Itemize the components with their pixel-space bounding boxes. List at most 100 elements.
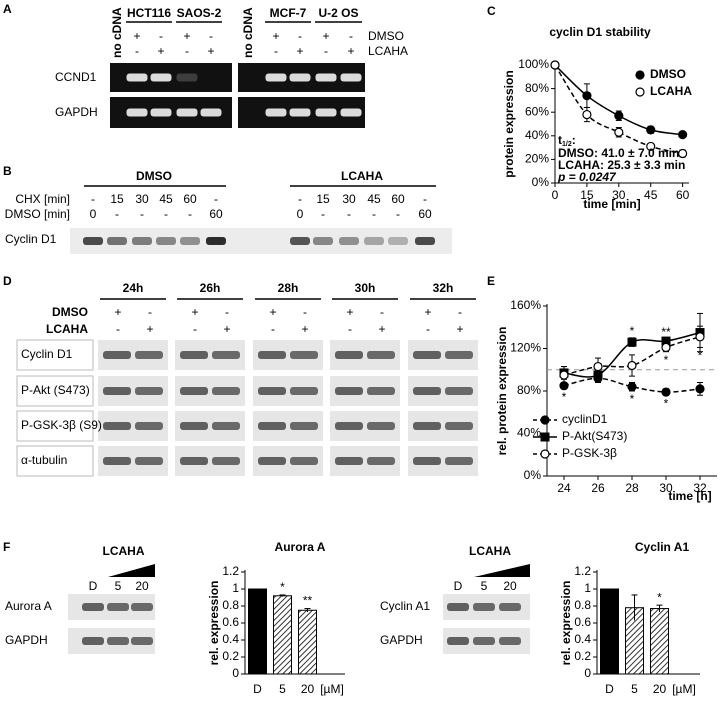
treatment-sign: +: [347, 44, 354, 58]
band: [107, 637, 129, 645]
condition-label: 0: [297, 207, 304, 221]
y-tick-label: 0.8: [574, 598, 591, 612]
x-tick-label: 30: [659, 481, 673, 495]
y-tick-label: 80%: [525, 81, 549, 95]
x-tick-label: 28: [625, 481, 639, 495]
treatment-sign: -: [298, 29, 302, 43]
marker: [614, 111, 624, 121]
row-label: P-Akt (S473): [21, 383, 90, 397]
x-tick-label: D: [253, 682, 262, 696]
band: [315, 73, 337, 82]
condition-label: 45: [159, 192, 173, 206]
condition-label: 0: [90, 207, 97, 221]
band: [212, 422, 240, 430]
marker: [582, 109, 592, 120]
y-tick-label: 0: [584, 666, 591, 680]
y-tick-label: 160%: [510, 298, 541, 312]
significance-label: *: [280, 580, 285, 594]
band: [340, 73, 362, 82]
band: [413, 422, 441, 430]
timepoint-label: 32h: [433, 281, 454, 295]
y-tick-label: 0.4: [574, 632, 591, 646]
band: [339, 237, 359, 245]
treatment-sign: +: [296, 44, 303, 58]
band: [473, 603, 495, 611]
y-tick-label: 1.2: [222, 564, 239, 578]
lane-label: 5: [481, 579, 488, 593]
x-tick-label: 0: [552, 188, 559, 202]
band: [176, 73, 198, 82]
band: [126, 73, 148, 82]
y-tick-label: 1.2: [574, 564, 591, 578]
treatment-sign: -: [116, 322, 120, 336]
treatment-sign: +: [301, 322, 308, 336]
panel-label: E: [487, 274, 495, 288]
treatment-sign: -: [324, 44, 328, 58]
lane-label: 5: [115, 579, 122, 593]
legend-marker: [540, 449, 550, 459]
condition-label: -: [140, 207, 144, 221]
band: [135, 387, 163, 395]
condition-label: 30: [135, 192, 149, 206]
condition-label: -: [396, 207, 400, 221]
y-tick-label: 120%: [510, 341, 541, 355]
treatment-sign: +: [191, 305, 198, 319]
x-tick-label: 15: [580, 188, 594, 202]
legend-label: P-GSK-3β: [562, 446, 617, 460]
x-tick-label: 20: [301, 682, 315, 696]
marker: [678, 130, 688, 140]
marker: [582, 91, 592, 101]
x-tick-label: 24: [557, 481, 571, 495]
series-line: [563, 377, 701, 393]
treatment-sign: +: [378, 322, 385, 336]
series-line: [554, 64, 683, 155]
marker: [593, 361, 603, 372]
marker: [614, 127, 624, 137]
x-tick-label: 45: [644, 188, 658, 202]
treatment-sign: +: [456, 322, 463, 336]
band: [180, 351, 208, 359]
x-tick-label: D: [605, 682, 614, 696]
band: [176, 108, 198, 117]
y-tick-label: 1: [232, 581, 239, 595]
treatment-sign: -: [159, 29, 163, 43]
band: [340, 108, 362, 117]
band: [212, 387, 240, 395]
band: [156, 237, 176, 245]
y-tick-label: 0.6: [222, 615, 239, 629]
band: [180, 422, 208, 430]
y-tick-label: 40%: [517, 426, 541, 440]
band: [82, 603, 104, 611]
band: [135, 457, 163, 465]
marker: [695, 384, 705, 394]
band: [126, 108, 148, 117]
legend-marker: [540, 432, 550, 442]
band: [212, 351, 240, 359]
y-tick-label: 0.4: [222, 632, 239, 646]
row-label: GAPDH: [5, 633, 48, 647]
treatment-label: LCAHA: [368, 44, 408, 58]
band: [289, 108, 311, 117]
band: [103, 387, 131, 395]
timepoint-label: 30h: [355, 281, 376, 295]
x-tick-label: 30: [612, 188, 626, 202]
condition-label: 15: [316, 192, 330, 206]
bar: [273, 595, 292, 675]
band: [499, 637, 521, 645]
row-label: GAPDH: [380, 633, 423, 647]
y-tick-label: 0%: [524, 468, 542, 482]
marker: [550, 60, 560, 70]
band: [367, 351, 395, 359]
y-tick-label: 0: [232, 666, 239, 680]
y-tick-label: 60%: [525, 104, 549, 118]
band: [103, 422, 131, 430]
treatment-sign: +: [183, 29, 190, 43]
chart-title: cyclin D1 stability: [549, 25, 651, 39]
x-tick-label: 32: [693, 481, 707, 495]
band: [335, 457, 363, 465]
band: [315, 108, 337, 117]
band: [107, 237, 127, 245]
band: [290, 237, 310, 245]
marker: [695, 332, 705, 342]
treatment-sign: -: [185, 44, 189, 58]
